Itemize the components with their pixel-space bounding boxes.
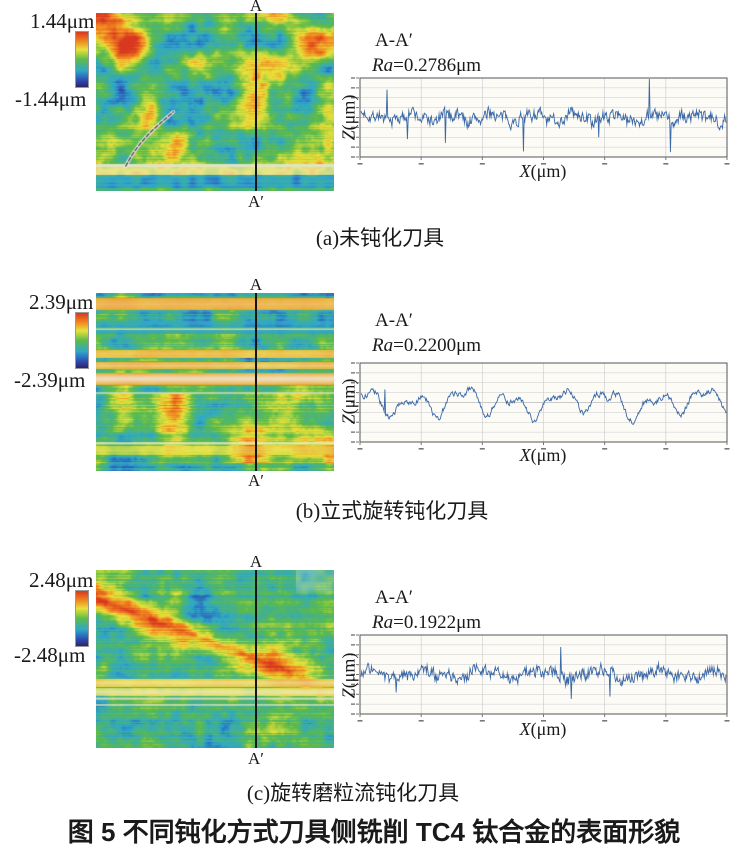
height-scale-min-label: -2.39μm [14, 368, 86, 392]
section-line [255, 13, 257, 191]
height-scale-max-label: 2.48μm [29, 568, 94, 592]
height-scale-min-label: -1.44μm [15, 87, 87, 111]
profile-plot-canvas [348, 633, 730, 725]
panel-caption: (b)立式旋转钝化刀具 [295, 499, 489, 523]
y-axis-label: Z(μm) [338, 378, 359, 425]
section-label-top: A [249, 0, 263, 15]
section-label-top: A [249, 275, 263, 294]
ra-number: =0.2200μm [393, 335, 482, 356]
panel-caption: (c)旋转磨粒流钝化刀具 [246, 781, 460, 805]
section-label-top: A [249, 552, 263, 571]
y-axis-label: Z(μm) [338, 94, 359, 141]
figure-title: 图 5 不同钝化方式刀具侧铣削 TC4 钛合金的表面形貌 [67, 817, 681, 847]
profile-plot-canvas [348, 361, 730, 453]
profile-title: A-A′ [375, 30, 413, 51]
ra-value: Ra=0.1922μm [372, 613, 481, 633]
height-scale-max-label: 1.44μm [30, 9, 95, 33]
colorbar [75, 31, 89, 88]
profile-title: A-A′ [375, 587, 413, 608]
x-axis-label: X(μm) [519, 161, 567, 181]
height-scale-max-label: 2.39μm [29, 290, 94, 314]
surface-map-canvas [96, 13, 334, 191]
ra-symbol: Ra [372, 55, 394, 76]
section-label-bottom: A′ [248, 749, 264, 768]
section-label-bottom: A′ [248, 192, 264, 211]
section-line [255, 570, 257, 748]
surface-map-canvas [96, 570, 334, 748]
height-scale-min-label: -2.48μm [14, 643, 86, 667]
y-axis-label: Z(μm) [338, 652, 359, 699]
section-label-bottom: A′ [248, 471, 264, 490]
ra-value: Ra=0.2786μm [372, 56, 481, 76]
ra-symbol: Ra [372, 612, 394, 633]
profile-plot-canvas [348, 76, 730, 168]
colorbar [75, 590, 89, 647]
x-axis-label: X(μm) [519, 719, 567, 739]
profile-title: A-A′ [375, 310, 413, 331]
colorbar [75, 312, 89, 369]
section-line [255, 293, 257, 471]
ra-number: =0.1922μm [393, 612, 482, 633]
ra-value: Ra=0.2200μm [372, 336, 481, 356]
ra-symbol: Ra [372, 335, 394, 356]
x-axis-label: X(μm) [519, 445, 567, 465]
ra-number: =0.2786μm [393, 55, 482, 76]
surface-map-canvas [96, 293, 334, 471]
panel-caption: (a)未钝化刀具 [315, 226, 445, 250]
